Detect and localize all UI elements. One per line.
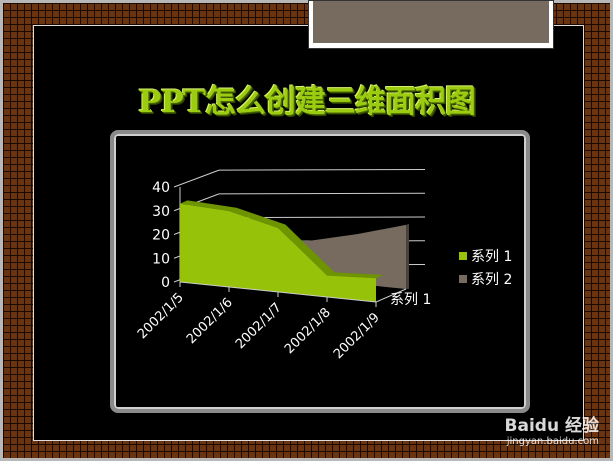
watermark-url: jingyan.baidu.com <box>506 436 599 447</box>
y-tick-label: 40 <box>152 180 170 196</box>
gridline <box>218 169 426 171</box>
placeholder-box <box>308 0 554 49</box>
legend-label: 系列 2 <box>471 272 512 288</box>
watermark-brand: Baidu 经验 <box>504 416 599 436</box>
slide-title: PPT怎么创建三维面积图 <box>138 84 476 120</box>
series-area-1 <box>180 203 376 302</box>
depth-axis-label: 系列 1 <box>390 292 431 308</box>
x-tick-label: 2002/1/8 <box>282 305 334 357</box>
x-tick-label: 2002/1/7 <box>233 300 285 352</box>
gridline <box>218 192 426 195</box>
baidu-watermark: Baidu 经验 jingyan.baidu.com <box>505 411 599 447</box>
gridline-side <box>173 169 220 188</box>
y-tick-label: 0 <box>161 275 170 291</box>
x-tick-label: 2002/1/6 <box>184 295 236 347</box>
y-tick-label: 20 <box>152 228 170 244</box>
legend-label: 系列 1 <box>471 249 512 265</box>
slide <box>33 25 584 441</box>
x-tick-label: 2002/1/9 <box>331 310 383 362</box>
legend-swatch <box>459 252 467 260</box>
series-side-face <box>406 223 409 289</box>
chart-frame[interactable] <box>110 130 530 413</box>
x-tick-label: 2002/1/5 <box>135 290 187 342</box>
depth-axis <box>375 288 407 303</box>
y-tick-label: 30 <box>152 204 170 220</box>
legend-swatch <box>459 275 467 283</box>
y-tick-label: 10 <box>152 251 170 267</box>
